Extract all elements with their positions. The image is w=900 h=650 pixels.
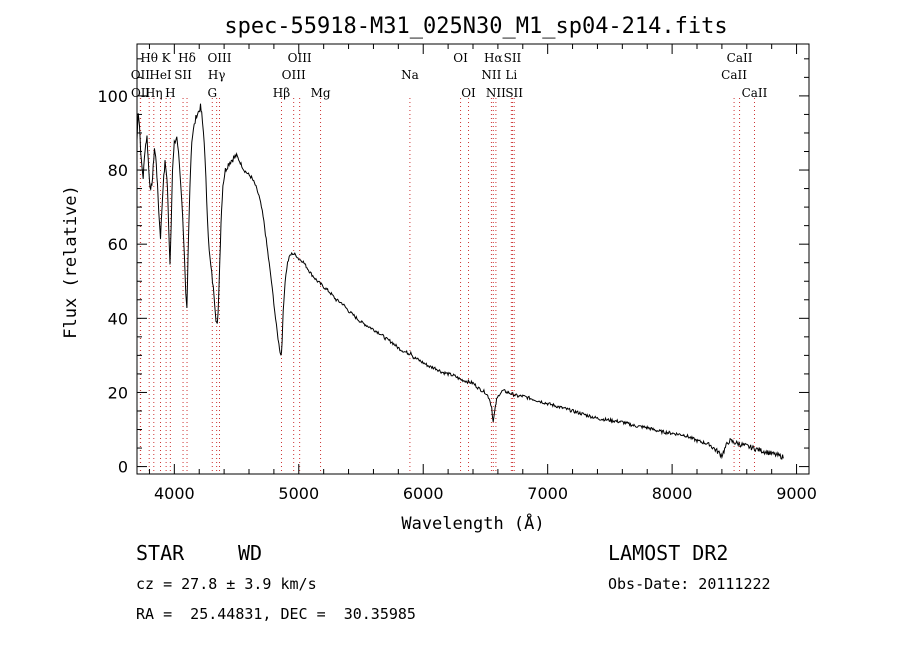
line-marker-label: Mg	[311, 86, 331, 100]
line-marker-label: Na	[401, 68, 419, 82]
y-axis-ticks: 0 20 40 60 80 100	[97, 58, 809, 477]
x-tick-label: 7000	[527, 484, 568, 503]
y-tick-label: 100	[97, 87, 128, 106]
line-marker-label: Hη	[145, 86, 163, 100]
line-marker-label: Hθ	[140, 51, 158, 65]
line-marker-label: H	[165, 86, 175, 100]
spectrum-line	[136, 103, 784, 460]
line-marker-label: OIII	[282, 68, 306, 82]
line-marker-label: G	[207, 86, 217, 100]
x-tick-label: 8000	[652, 484, 693, 503]
line-marker-label: OI	[453, 51, 468, 65]
line-marker-label: NII	[486, 86, 506, 100]
line-marker-label: Li	[505, 68, 517, 82]
velocity-readout: cz = 27.8 ± 3.9 km/s	[136, 575, 317, 593]
line-marker-label: K	[162, 51, 172, 65]
x-tick-label: 6000	[403, 484, 444, 503]
x-tick-label: 5000	[278, 484, 319, 503]
object-class: STAR	[136, 541, 185, 565]
line-marker-label: SII	[174, 68, 192, 82]
line-marker-label: OIII	[207, 51, 231, 65]
line-marker-label: SII	[505, 86, 523, 100]
y-tick-label: 0	[118, 458, 128, 477]
line-marker-label: Hβ	[273, 86, 290, 100]
line-marker-label: HeI	[149, 68, 172, 82]
line-marker-label: SII	[504, 51, 522, 65]
chart-title: spec-55918-M31_025N30_M1_sp04-214.fits	[224, 14, 727, 39]
line-marker-label: Hδ	[178, 51, 196, 65]
y-tick-label: 40	[108, 309, 128, 328]
line-markers	[139, 98, 755, 474]
object-subclass: WD	[238, 541, 263, 565]
survey-label: LAMOST DR2	[608, 541, 729, 565]
x-axis-ticks: 4000 5000 6000 7000 8000 9000	[148, 44, 817, 503]
line-marker-label: OII	[131, 68, 151, 82]
line-marker-label: CaII	[742, 86, 768, 100]
line-marker-label: OI	[461, 86, 476, 100]
line-marker-label: CaII	[727, 51, 753, 65]
coordinates: RA = 25.44831, DEC = 30.35985	[136, 605, 416, 623]
x-axis-label: Wavelength (Å)	[401, 512, 544, 534]
obs-date: Obs-Date: 20111222	[608, 575, 771, 593]
line-marker-label: CaII	[721, 68, 747, 82]
line-marker-label: OIII	[288, 51, 312, 65]
x-tick-label: 9000	[776, 484, 817, 503]
y-tick-label: 20	[108, 383, 128, 402]
y-tick-label: 80	[108, 161, 128, 180]
line-marker-label: Hγ	[208, 68, 226, 82]
y-tick-label: 60	[108, 235, 128, 254]
line-marker-label: OII	[131, 86, 151, 100]
x-tick-label: 4000	[154, 484, 195, 503]
line-marker-label: Hα	[484, 51, 503, 65]
y-axis-label: Flux (relative)	[61, 185, 81, 339]
plot-frame	[136, 43, 810, 475]
line-marker-label: NII	[481, 68, 501, 82]
